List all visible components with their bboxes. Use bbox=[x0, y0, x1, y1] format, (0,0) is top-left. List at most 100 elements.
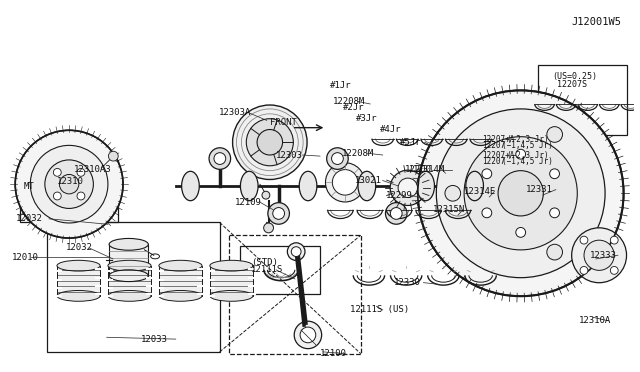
Circle shape bbox=[332, 170, 358, 195]
Text: 12207: 12207 bbox=[482, 157, 505, 166]
Text: 12310A: 12310A bbox=[579, 317, 611, 326]
Text: 12032: 12032 bbox=[16, 214, 43, 223]
Circle shape bbox=[291, 247, 301, 257]
Text: #5Jr: #5Jr bbox=[400, 138, 422, 147]
Circle shape bbox=[53, 192, 61, 200]
Circle shape bbox=[257, 129, 283, 155]
Circle shape bbox=[550, 169, 559, 179]
Text: 12310: 12310 bbox=[56, 177, 83, 186]
Circle shape bbox=[516, 149, 525, 159]
Text: 12303A: 12303A bbox=[218, 108, 251, 117]
Circle shape bbox=[584, 240, 614, 270]
Ellipse shape bbox=[109, 270, 148, 282]
Text: MT: MT bbox=[24, 182, 35, 190]
Circle shape bbox=[273, 208, 285, 219]
Bar bbox=[57, 266, 100, 296]
Ellipse shape bbox=[57, 291, 100, 301]
Text: 12111S: 12111S bbox=[251, 265, 284, 274]
Circle shape bbox=[264, 223, 273, 233]
Circle shape bbox=[45, 160, 93, 208]
Circle shape bbox=[232, 105, 307, 180]
Text: 12299: 12299 bbox=[386, 190, 413, 200]
Circle shape bbox=[30, 145, 108, 223]
Text: 12314M: 12314M bbox=[413, 165, 445, 174]
Text: J12001W5: J12001W5 bbox=[571, 17, 621, 27]
Text: (−1,4,5 Jr): (−1,4,5 Jr) bbox=[502, 157, 553, 166]
Circle shape bbox=[547, 244, 563, 260]
Circle shape bbox=[287, 243, 305, 260]
Circle shape bbox=[482, 169, 492, 179]
Ellipse shape bbox=[57, 260, 100, 271]
Text: 12109: 12109 bbox=[236, 198, 262, 207]
Circle shape bbox=[15, 130, 123, 238]
Circle shape bbox=[550, 208, 559, 218]
Text: (−2,3 Jr): (−2,3 Jr) bbox=[507, 135, 548, 144]
Circle shape bbox=[572, 228, 627, 283]
Bar bbox=[159, 266, 202, 296]
Text: 12315N: 12315N bbox=[433, 205, 465, 214]
Ellipse shape bbox=[210, 291, 253, 301]
Text: 12208M: 12208M bbox=[333, 97, 365, 106]
Text: 12310A3: 12310A3 bbox=[74, 165, 112, 174]
Text: (US=0.25): (US=0.25) bbox=[552, 72, 597, 81]
Ellipse shape bbox=[108, 291, 151, 301]
Circle shape bbox=[547, 126, 563, 142]
Text: 12207S: 12207S bbox=[557, 80, 587, 89]
Text: 12200: 12200 bbox=[405, 165, 432, 174]
Circle shape bbox=[482, 208, 492, 218]
Bar bbox=[20, 160, 118, 222]
Bar bbox=[47, 222, 220, 352]
Text: #4Jr: #4Jr bbox=[380, 125, 402, 134]
Text: #2Jr: #2Jr bbox=[342, 103, 364, 112]
Ellipse shape bbox=[109, 238, 148, 250]
Circle shape bbox=[300, 327, 316, 343]
Text: #1Jr: #1Jr bbox=[330, 81, 351, 90]
Circle shape bbox=[436, 109, 605, 278]
Circle shape bbox=[214, 153, 226, 164]
Circle shape bbox=[332, 153, 343, 164]
Text: 12207: 12207 bbox=[482, 141, 505, 150]
Bar bbox=[229, 235, 361, 354]
Circle shape bbox=[53, 169, 61, 176]
Circle shape bbox=[390, 208, 402, 219]
Text: 12207+A: 12207+A bbox=[482, 151, 514, 160]
Ellipse shape bbox=[300, 171, 317, 201]
Circle shape bbox=[77, 169, 85, 176]
Circle shape bbox=[418, 90, 623, 296]
Circle shape bbox=[246, 119, 293, 166]
Circle shape bbox=[209, 148, 230, 169]
Bar bbox=[109, 244, 148, 276]
Ellipse shape bbox=[466, 171, 483, 201]
Circle shape bbox=[398, 178, 417, 198]
Text: 12100: 12100 bbox=[320, 349, 347, 358]
Bar bbox=[108, 266, 151, 296]
Text: 12033: 12033 bbox=[141, 335, 168, 344]
Circle shape bbox=[326, 148, 348, 169]
Circle shape bbox=[326, 163, 365, 202]
Text: FRONT: FRONT bbox=[270, 118, 297, 127]
Bar bbox=[241, 246, 320, 294]
Ellipse shape bbox=[241, 171, 258, 201]
Circle shape bbox=[611, 266, 618, 274]
Ellipse shape bbox=[358, 171, 376, 201]
Circle shape bbox=[390, 170, 426, 205]
Circle shape bbox=[77, 192, 85, 200]
Text: 12010: 12010 bbox=[12, 253, 38, 262]
Circle shape bbox=[294, 321, 322, 349]
Bar bbox=[210, 266, 253, 296]
Ellipse shape bbox=[159, 291, 202, 301]
Text: 12207+A: 12207+A bbox=[482, 135, 514, 144]
Ellipse shape bbox=[417, 171, 435, 201]
Text: 13021: 13021 bbox=[355, 176, 381, 185]
Text: (STD): (STD) bbox=[251, 258, 278, 267]
Circle shape bbox=[516, 228, 525, 237]
Circle shape bbox=[580, 236, 588, 244]
Text: 12331: 12331 bbox=[525, 185, 552, 194]
Circle shape bbox=[611, 236, 618, 244]
Circle shape bbox=[498, 171, 543, 216]
Text: 12032: 12032 bbox=[66, 244, 93, 253]
Circle shape bbox=[262, 191, 270, 199]
Text: (−1,4,5 Jr): (−1,4,5 Jr) bbox=[502, 141, 553, 150]
Circle shape bbox=[580, 266, 588, 274]
Ellipse shape bbox=[210, 260, 253, 271]
